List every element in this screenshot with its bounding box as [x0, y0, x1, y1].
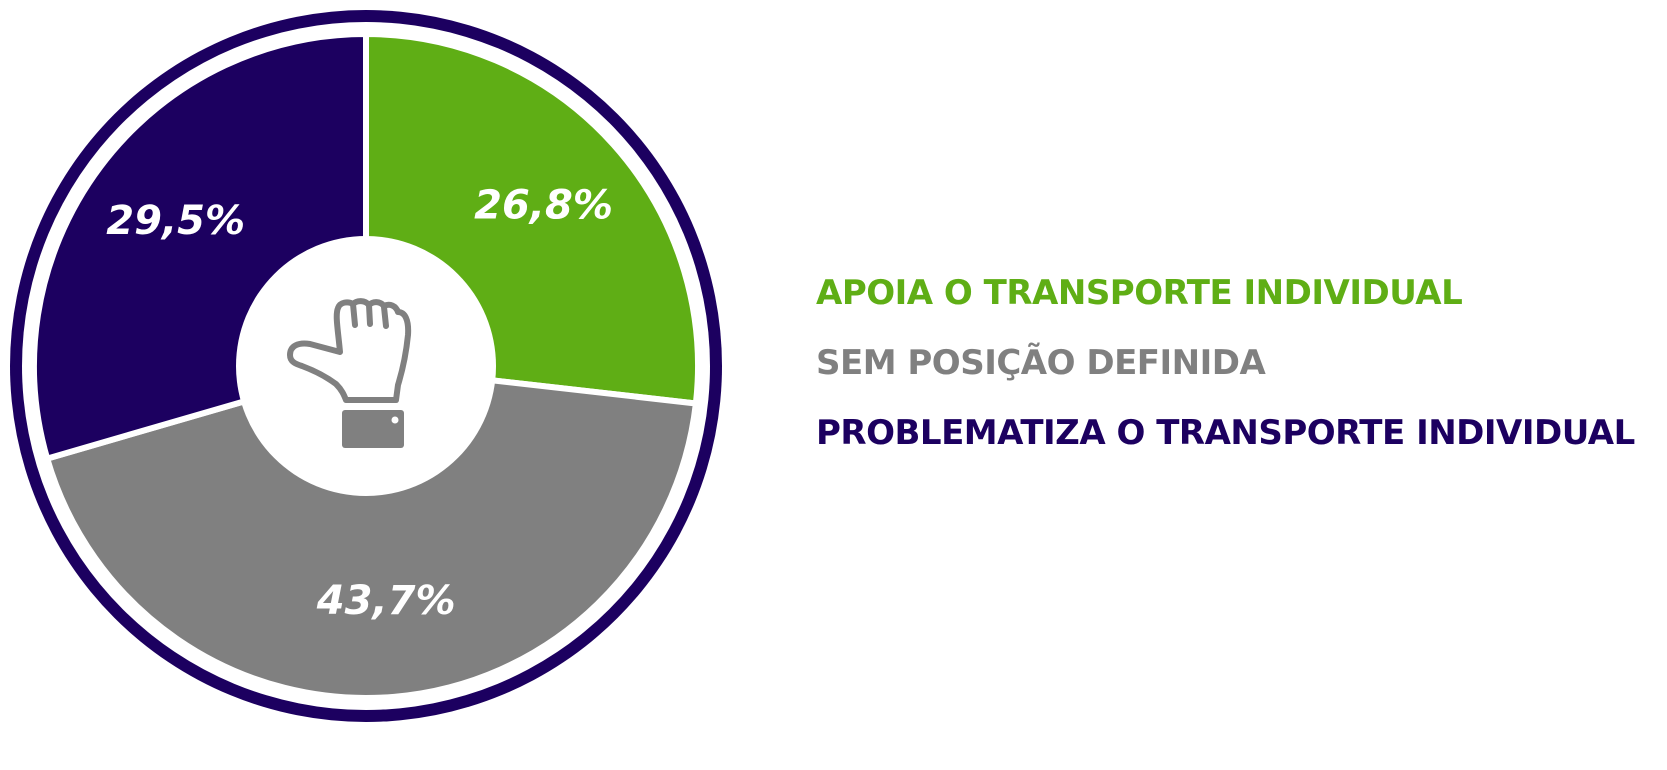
phone-icon — [342, 410, 404, 448]
hand-holding-phone-icon — [287, 298, 412, 403]
slice-value-label: 43,7% — [316, 578, 456, 624]
slice-value-label: 29,5% — [106, 198, 245, 244]
slice-value-label: 26,8% — [474, 182, 613, 228]
pie-slice — [44, 363, 699, 701]
legend-item-sem-posicao: SEM POSIÇÃO DEFINIDA — [816, 343, 1266, 383]
slice-labels: 26,8% 43,7% 29,5% — [106, 182, 613, 624]
center-hole — [236, 236, 496, 496]
legend-item-apoia: APOIA O TRANSPORTE INDIVIDUAL — [816, 273, 1463, 313]
donut-chart: 26,8% 43,7% 29,5% — [10, 10, 722, 722]
phone-button-icon — [391, 416, 399, 424]
legend: APOIA O TRANSPORTE INDIVIDUAL SEM POSIÇÃ… — [816, 258, 1635, 468]
legend-item-problematiza: PROBLEMATIZA O TRANSPORTE INDIVIDUAL — [816, 413, 1635, 453]
